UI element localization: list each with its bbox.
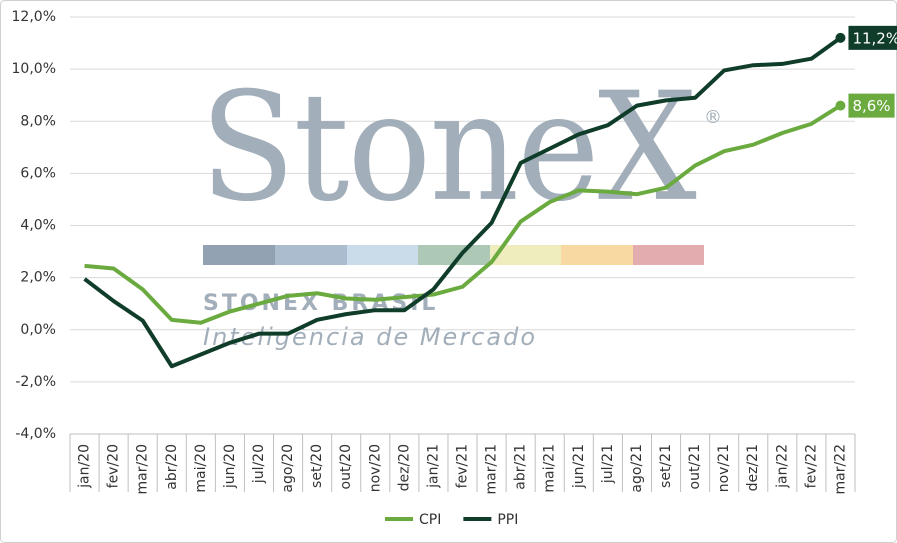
y-tick-label: 2,0% — [20, 270, 56, 286]
x-tick-label: fev/21 — [455, 444, 471, 488]
x-tick-label: mai/21 — [542, 444, 558, 493]
x-tick-label: dez/20 — [396, 444, 412, 491]
plot: 8,6% 11,2% — [83, 25, 897, 369]
end-point — [835, 32, 846, 43]
x-tick-label: dez/21 — [745, 444, 761, 491]
x-tick-label: fev/20 — [106, 444, 122, 488]
x-tick-label: out/21 — [687, 444, 703, 489]
x-tick-label: jul/21 — [600, 444, 616, 484]
end-point — [835, 100, 846, 111]
y-tick-label: 10,0% — [12, 61, 56, 77]
x-tick-label: abr/21 — [513, 444, 529, 490]
x-tick-label: nov/21 — [716, 444, 732, 492]
watermark-mark: ® — [704, 107, 722, 128]
y-tick-label: 6,0% — [20, 165, 56, 181]
series-line — [84, 103, 842, 325]
series-line — [83, 36, 842, 369]
y-tick-label: 8,0% — [20, 113, 56, 129]
y-tick-label: -2,0% — [15, 374, 56, 390]
x-tick-label: jan/21 — [425, 444, 441, 489]
x-tick-label: jun/21 — [571, 444, 587, 489]
legend-label: PPI — [497, 512, 518, 528]
value-label: 8,6% — [848, 93, 895, 118]
x-tick-label: ago/21 — [629, 444, 645, 493]
x-tick-label: fev/22 — [803, 444, 819, 488]
x-tick-label: set/21 — [658, 444, 674, 488]
x-tick-label: jul/20 — [251, 444, 267, 484]
x-tick-label: jan/20 — [77, 444, 93, 489]
y-tick-label: 4,0% — [20, 218, 56, 234]
y-tick-label: -4,0% — [15, 426, 56, 442]
x-tick-label: mar/21 — [484, 444, 500, 495]
x-tick-label: mar/20 — [135, 444, 151, 495]
watermark-tagline: Inteligência de Mercado — [203, 323, 537, 351]
value-label-box — [848, 93, 895, 118]
x-tick-label: abr/20 — [164, 444, 180, 490]
x-tick-label: jun/20 — [222, 444, 238, 489]
value-label-box — [848, 25, 897, 50]
x-tick-label: ago/20 — [280, 444, 296, 493]
x-tick-label: mar/22 — [832, 444, 848, 495]
watermark: StoneX ® STONEX BRASIL Inteligência de M… — [200, 61, 722, 351]
watermark-stripes — [203, 245, 704, 265]
x-tick-label: nov/20 — [367, 444, 383, 492]
y-tick-label: 0,0% — [20, 322, 56, 338]
grid: -4,0% -2,0% 0,0% 2,0% 4,0% 6,0% 8,0% 10,0% 12,0%… — [12, 9, 856, 495]
y-tick-label: 12,0% — [12, 9, 56, 25]
value-label-text: 11,2% — [852, 29, 897, 47]
value-label-text: 8,6% — [852, 97, 890, 115]
x-tick-label: set/20 — [309, 444, 325, 488]
x-tick-label: out/20 — [338, 444, 354, 489]
x-tick-label: mai/20 — [193, 444, 209, 493]
value-label: 11,2% — [848, 25, 897, 50]
watermark-logo: StoneX — [200, 61, 697, 235]
legend: CPI PPI — [385, 512, 518, 528]
legend-label: CPI — [419, 512, 441, 528]
x-tick-label: jan/22 — [774, 444, 790, 489]
